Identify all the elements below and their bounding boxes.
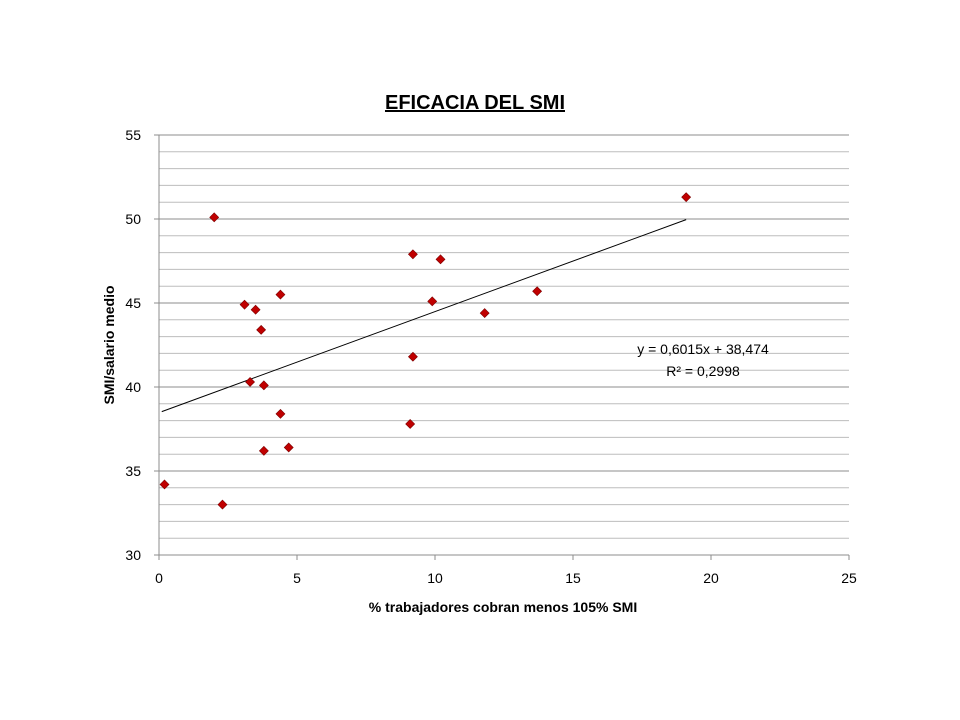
y-tick-label: 50 <box>125 211 141 227</box>
y-tick-label: 55 <box>125 127 141 143</box>
data-point <box>407 249 418 260</box>
y-tick-label: 40 <box>125 379 141 395</box>
data-point <box>275 408 286 419</box>
data-point <box>283 442 294 453</box>
data-point <box>217 499 228 510</box>
data-point <box>427 296 438 307</box>
y-tick-label: 45 <box>125 295 141 311</box>
x-axis-label: % trabajadores cobran menos 105% SMI <box>369 599 637 615</box>
trendline-r2: R² = 0,2998 <box>666 363 740 379</box>
data-point <box>256 324 267 335</box>
data-point <box>258 380 269 391</box>
axis-layer <box>158 135 850 560</box>
data-point <box>681 192 692 203</box>
data-point <box>405 419 416 429</box>
y-axis-label: SMI/salario medio <box>101 285 117 404</box>
data-point <box>159 479 170 490</box>
x-tick-label: 15 <box>565 570 581 586</box>
trendline <box>161 219 687 413</box>
y-tick-label: 30 <box>125 547 141 563</box>
trendline-equation: y = 0,6015x + 38,474 <box>637 341 769 357</box>
x-tick-label: 5 <box>293 570 301 586</box>
x-tick-label: 25 <box>841 570 857 586</box>
x-tick-label: 0 <box>155 570 163 586</box>
data-point <box>258 445 269 456</box>
x-tick-label: 20 <box>703 570 719 586</box>
data-point <box>245 377 256 387</box>
y-tick-label: 35 <box>125 463 141 479</box>
data-point <box>250 304 261 315</box>
data-point <box>435 254 446 265</box>
data-point <box>407 351 418 362</box>
x-tick-label: 10 <box>427 570 443 586</box>
trendline-layer <box>161 219 687 413</box>
tick-labels: 30 35 40 45 50 55 0 5 10 15 20 25 <box>125 127 857 586</box>
data-point <box>209 212 220 223</box>
data-points <box>159 192 692 510</box>
data-point <box>479 308 490 319</box>
data-point <box>275 289 286 300</box>
data-point <box>532 286 543 297</box>
data-point <box>239 299 250 310</box>
chart-title: EFICACIA DEL SMI <box>385 92 565 114</box>
